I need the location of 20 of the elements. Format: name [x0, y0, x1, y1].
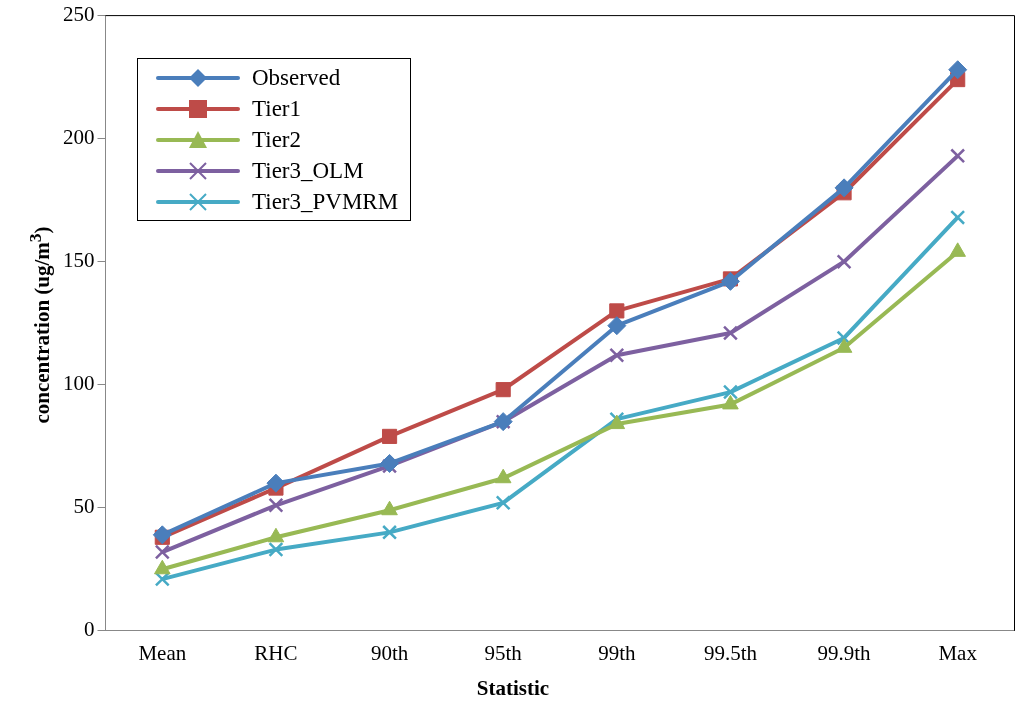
y-tick-label: 100	[63, 371, 95, 396]
x-tick-label: 99.9th	[817, 640, 872, 665]
x-axis-title: Statistic	[475, 676, 551, 701]
y-tick-label: 200	[63, 125, 95, 150]
legend-label: Tier2	[252, 126, 301, 154]
x-tick-label: Max	[938, 640, 978, 665]
legend-label: Tier3_OLM	[252, 157, 364, 185]
x-tick-label: 95th	[484, 640, 523, 665]
y-tick-label: 0	[84, 617, 95, 642]
y-tick-label: 250	[63, 2, 95, 27]
y-tick-label: 150	[63, 248, 95, 273]
legend-label: Tier1	[252, 95, 301, 123]
legend-label: Tier3_PVMRM	[252, 188, 399, 216]
legend-label: Observed	[252, 64, 341, 92]
x-tick-label: 99.5th	[703, 640, 758, 665]
x-tick-label: Mean	[138, 640, 187, 665]
y-tick-label: 50	[73, 494, 95, 519]
x-tick-label: 99th	[598, 640, 636, 665]
x-tick-label: RHC	[254, 640, 298, 665]
x-tick-label: 90th	[370, 640, 409, 665]
